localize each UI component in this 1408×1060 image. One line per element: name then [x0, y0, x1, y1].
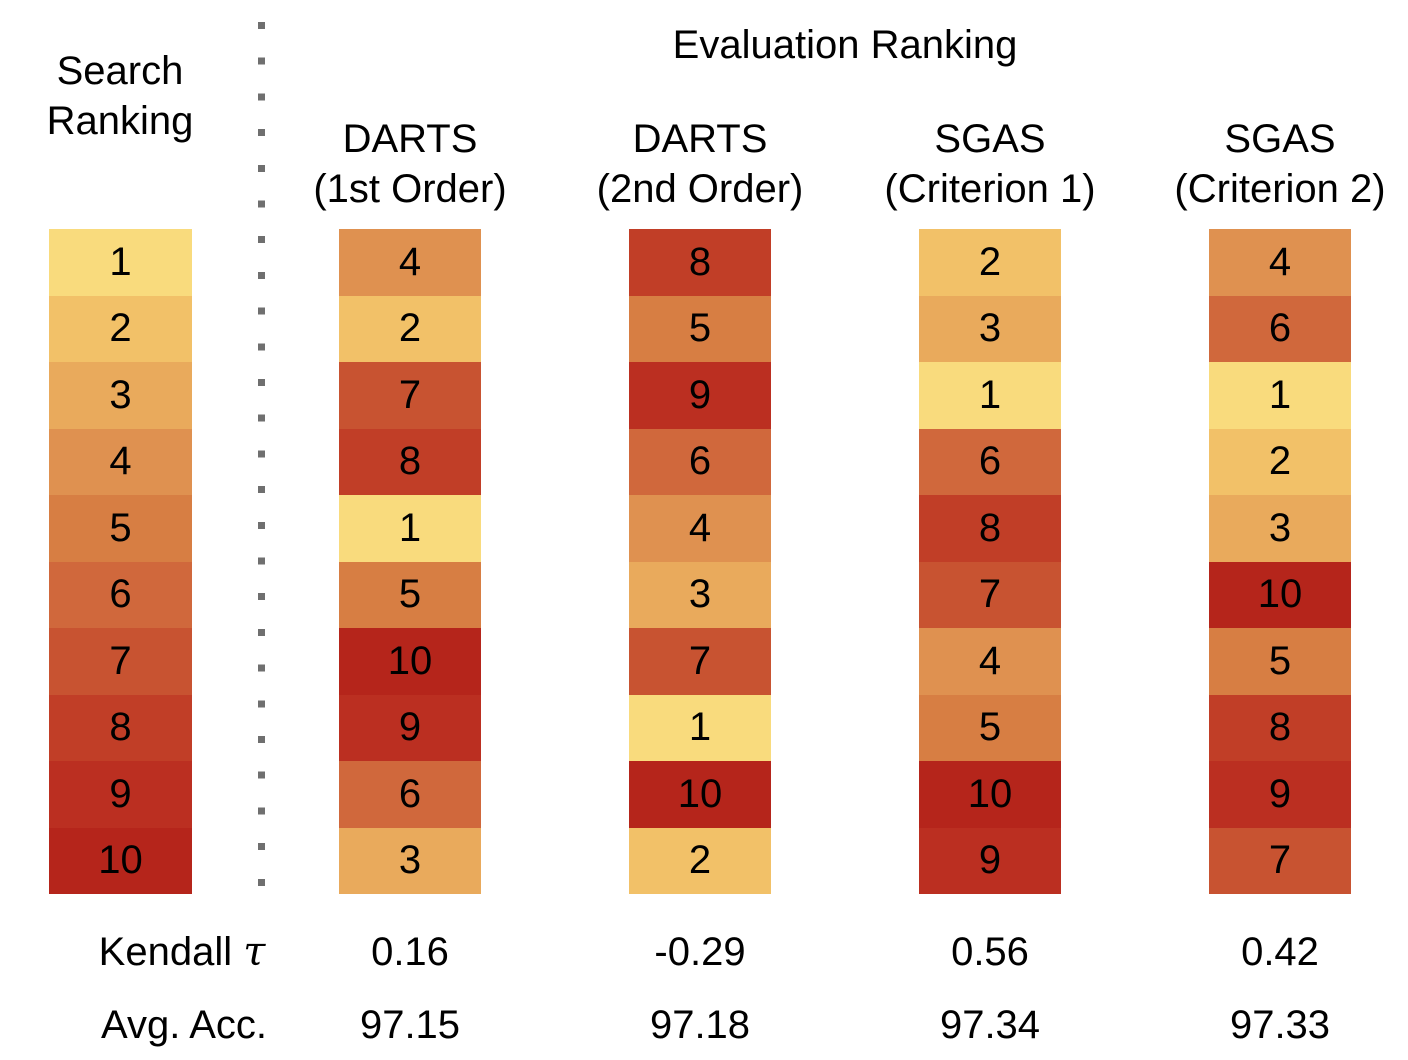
kendall-value-sgas-crit1: 0.56 — [951, 930, 1029, 974]
rank-cell: 10 — [919, 761, 1061, 828]
rank-cell: 3 — [919, 295, 1061, 362]
rank-cell: 6 — [629, 428, 771, 495]
rank-cell: 3 — [339, 827, 481, 894]
rank-cell: 7 — [339, 362, 481, 429]
rank-cell: 2 — [49, 295, 192, 362]
column-header-line2: (Criterion 2) — [1174, 167, 1386, 211]
rank-cell: 8 — [1209, 694, 1351, 761]
rank-cell: 7 — [1209, 827, 1351, 894]
avg-acc-value-sgas-crit1: 97.34 — [939, 1003, 1041, 1047]
column-header-line1: SGAS — [1224, 117, 1336, 161]
rank-cell: 5 — [339, 561, 481, 628]
avg-acc-value-sgas-crit2: 97.33 — [1229, 1003, 1331, 1047]
rank-cell: 4 — [339, 229, 481, 296]
rank-cell: 9 — [339, 694, 481, 761]
rank-cell: 3 — [1209, 495, 1351, 562]
avg-acc-label: Avg. Acc. — [100, 1003, 268, 1047]
rank-cell: 2 — [339, 295, 481, 362]
avg-acc-value-darts-2nd: 97.18 — [649, 1003, 751, 1047]
rank-cell: 6 — [919, 428, 1061, 495]
kendall-value-darts-2nd: -0.29 — [654, 930, 746, 974]
rank-cell: 10 — [49, 827, 192, 894]
rank-cell: 8 — [629, 229, 771, 296]
column-header-line1: DARTS — [342, 117, 478, 161]
rank-cell: 10 — [629, 761, 771, 828]
kendall-value-sgas-crit2: 0.42 — [1241, 930, 1319, 974]
kendall-value-darts-1st: 0.16 — [371, 930, 449, 974]
rank-cell: 3 — [49, 362, 192, 429]
column-cells-darts-2nd: 8 5 9 6 4 3 7 1 10 2 — [629, 229, 771, 894]
search-ranking-column: 1 2 3 4 5 6 7 8 9 10 — [49, 229, 192, 894]
rank-cell: 6 — [339, 761, 481, 828]
rank-cell: 6 — [49, 561, 192, 628]
column-cells-darts-1st: 4 2 7 8 1 5 10 9 6 3 — [339, 229, 481, 894]
rank-cell: 2 — [629, 827, 771, 894]
rank-cell: 9 — [919, 827, 1061, 894]
column-header-sgas-crit2: SGAS (Criterion 2) — [1174, 114, 1385, 214]
column-header-darts-2nd: DARTS (2nd Order) — [597, 114, 804, 214]
search-ranking-header-line2: Ranking — [46, 99, 194, 143]
column-header-darts-1st: DARTS (1st Order) — [313, 114, 506, 214]
rank-cell: 4 — [629, 495, 771, 562]
rank-cell: 5 — [49, 495, 192, 562]
rank-cell: 8 — [339, 428, 481, 495]
rank-cell: 5 — [1209, 628, 1351, 695]
rank-cell: 9 — [1209, 761, 1351, 828]
kendall-tau-label: Kendall τ — [99, 927, 266, 977]
search-ranking-header: Search Ranking — [47, 46, 194, 146]
rank-cell: 4 — [49, 428, 192, 495]
rank-cell: 2 — [919, 229, 1061, 296]
evaluation-ranking-header: Evaluation Ranking — [672, 23, 1018, 67]
dotted-divider — [258, 22, 265, 906]
rank-cell: 10 — [1209, 561, 1351, 628]
column-header-line1: SGAS — [934, 117, 1046, 161]
rank-cell: 10 — [339, 628, 481, 695]
rank-cell: 7 — [49, 628, 192, 695]
column-header-line1: DARTS — [632, 117, 768, 161]
rank-cell: 4 — [919, 628, 1061, 695]
column-header-line2: (2nd Order) — [596, 167, 804, 211]
rank-cell: 6 — [1209, 295, 1351, 362]
column-header-line2: (1st Order) — [313, 167, 507, 211]
avg-acc-value-darts-1st: 97.15 — [359, 1003, 461, 1047]
rank-cell: 8 — [919, 495, 1061, 562]
rank-cell: 3 — [629, 561, 771, 628]
rank-cell: 8 — [49, 694, 192, 761]
column-header-sgas-crit1: SGAS (Criterion 1) — [884, 114, 1095, 214]
tau-symbol: τ — [243, 929, 266, 975]
rank-cell: 9 — [49, 761, 192, 828]
column-cells-sgas-crit1: 2 3 1 6 8 7 4 5 10 9 — [919, 229, 1061, 894]
search-ranking-header-line1: Search — [56, 49, 184, 93]
rank-cell: 5 — [919, 694, 1061, 761]
rank-cell: 1 — [1209, 362, 1351, 429]
rank-cell: 7 — [629, 628, 771, 695]
rank-cell: 1 — [629, 694, 771, 761]
rank-cell: 1 — [49, 229, 192, 296]
column-header-line2: (Criterion 1) — [884, 167, 1096, 211]
rank-cell: 9 — [629, 362, 771, 429]
rank-cell: 4 — [1209, 229, 1351, 296]
rank-cell: 1 — [339, 495, 481, 562]
kendall-label-text: Kendall — [98, 930, 233, 974]
rank-cell: 5 — [629, 295, 771, 362]
rank-cell: 7 — [919, 561, 1061, 628]
rank-cell: 1 — [919, 362, 1061, 429]
column-cells-sgas-crit2: 4 6 1 2 3 10 5 8 9 7 — [1209, 229, 1351, 894]
rank-cell: 2 — [1209, 428, 1351, 495]
